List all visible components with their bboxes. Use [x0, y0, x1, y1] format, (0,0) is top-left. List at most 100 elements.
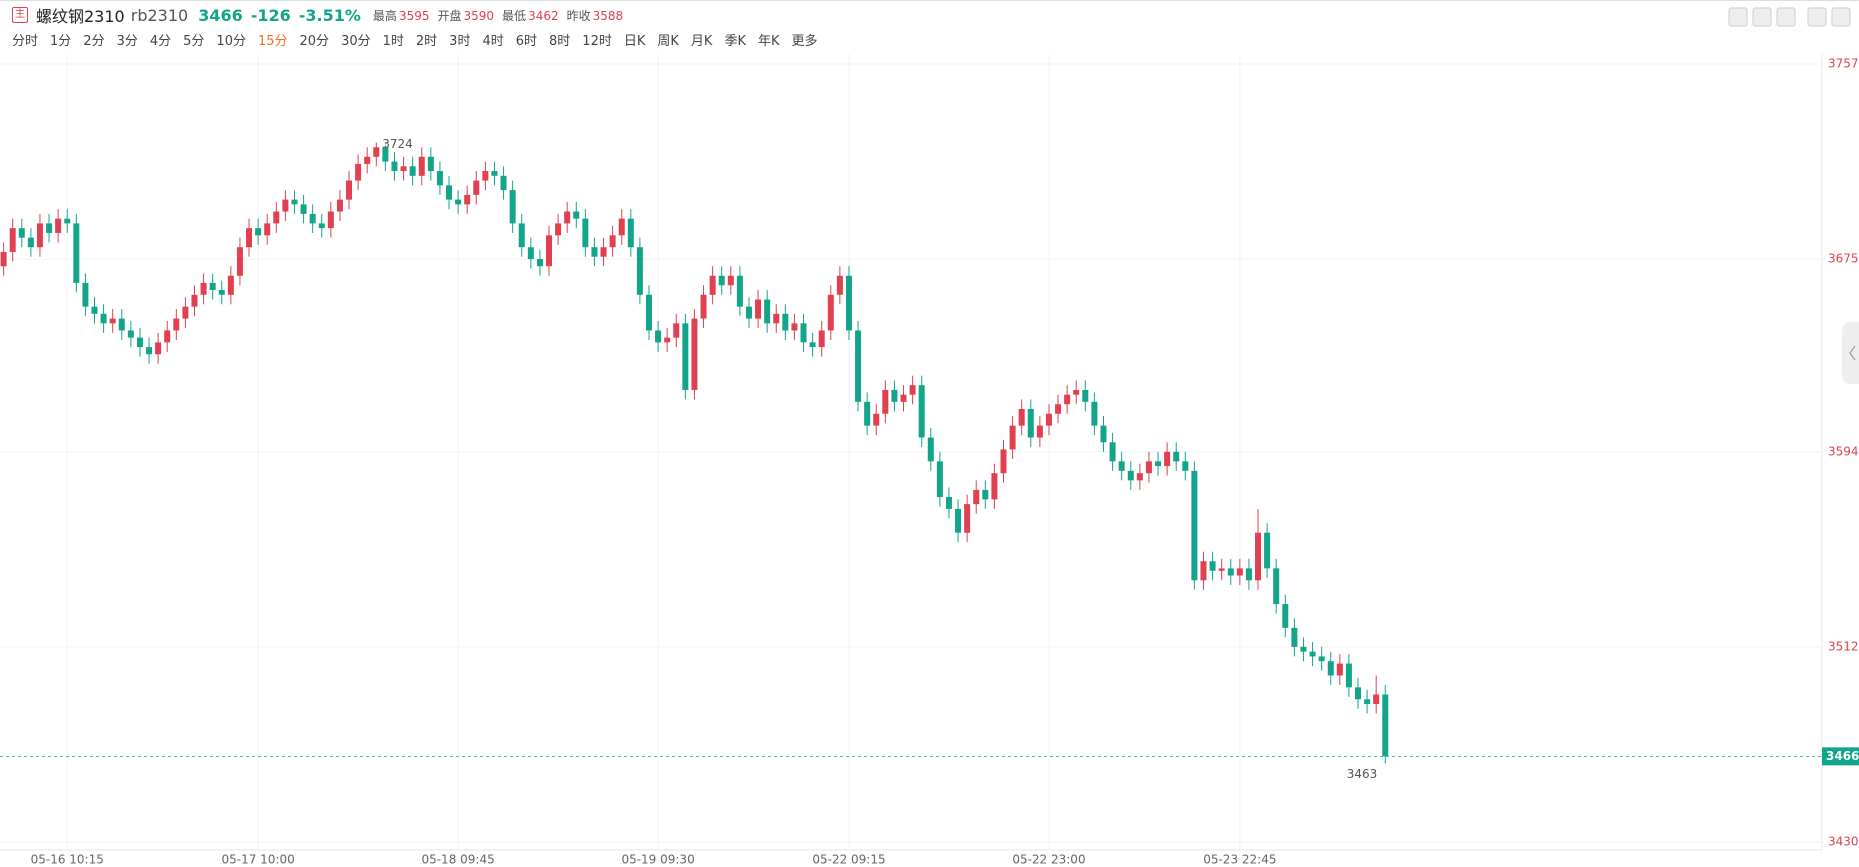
tool-button[interactable]: [1752, 7, 1772, 27]
candle-body: [991, 473, 998, 500]
candle-body: [927, 437, 934, 462]
candle-body: [282, 199, 289, 212]
stat: 开盘 3590: [437, 7, 494, 24]
period-tab[interactable]: 分时: [12, 34, 39, 49]
period-tab[interactable]: 更多: [791, 34, 818, 49]
candle-body: [791, 323, 798, 331]
candle-body: [1000, 449, 1007, 474]
period-tab[interactable]: 3时: [449, 34, 471, 49]
candle-body: [191, 294, 198, 307]
candle-body: [309, 213, 316, 224]
candle-body: [1118, 461, 1125, 471]
candle-body: [745, 306, 752, 319]
candle-body: [455, 199, 462, 205]
candle-body: [164, 330, 171, 343]
period-tab[interactable]: 1分: [50, 34, 72, 49]
stat-label: 最低: [502, 8, 527, 23]
period-tab[interactable]: 8时: [549, 34, 571, 49]
x-tick-label: 05-18 09:45: [421, 853, 494, 867]
stat-label: 开盘: [437, 8, 462, 23]
period-tab[interactable]: 20分: [299, 34, 330, 49]
period-tab[interactable]: 月K: [690, 34, 713, 49]
change: -126: [250, 5, 291, 25]
period-tab[interactable]: 2分: [83, 34, 105, 49]
candle-body: [55, 218, 62, 233]
period-tab[interactable]: 4时: [482, 34, 504, 49]
candle-body: [845, 275, 852, 331]
period-tab[interactable]: 年K: [757, 34, 780, 49]
period-tab[interactable]: 周K: [657, 34, 679, 49]
candle-body: [700, 294, 707, 319]
stat-value: 3462: [528, 8, 559, 23]
candle-body: [1155, 461, 1162, 467]
tool-button[interactable]: [1807, 7, 1827, 27]
candle-body: [291, 199, 298, 205]
period-tab[interactable]: 6时: [515, 34, 538, 49]
period-tab[interactable]: 4分: [149, 34, 172, 49]
candle-body: [9, 228, 16, 252]
x-tick-label: 05-22 23:00: [1012, 853, 1085, 867]
candle-body: [0, 251, 7, 267]
candle-body: [118, 318, 125, 331]
candle-body: [1309, 651, 1316, 657]
candle-body: [482, 171, 489, 181]
y-tick-label: 3430: [1828, 835, 1859, 849]
candle-body: [836, 275, 843, 295]
candle-body: [918, 385, 925, 438]
candle-body: [1373, 694, 1380, 705]
candle-body: [464, 194, 471, 205]
candle-body: [1036, 425, 1043, 438]
tool-button[interactable]: [1728, 7, 1748, 27]
period-tab[interactable]: 30分: [341, 34, 371, 49]
x-tick-label: 05-16 10:15: [31, 853, 104, 867]
candle-body: [500, 175, 507, 191]
candle-body: [855, 330, 862, 402]
toolbar: [1728, 7, 1851, 27]
candle-body: [1355, 687, 1362, 700]
candle-body: [64, 218, 71, 224]
candle-body: [582, 218, 589, 248]
candle-body: [1291, 627, 1298, 647]
tool-button[interactable]: [1831, 7, 1851, 27]
period-tab[interactable]: 季K: [724, 34, 746, 49]
candle-body: [446, 185, 453, 200]
candle-body: [136, 337, 143, 348]
candle-body: [546, 235, 552, 267]
stat-value: 3595: [398, 8, 430, 23]
period-tab[interactable]: 15分: [257, 34, 288, 49]
period-tab[interactable]: 日K: [623, 34, 646, 49]
candle-body: [273, 211, 280, 224]
min-label: 3463: [1347, 767, 1378, 781]
price: 3466: [198, 5, 243, 25]
candle-body: [364, 156, 371, 164]
stat-value: 3588: [592, 8, 624, 23]
candle-body: [709, 275, 716, 295]
candle-body: [173, 318, 180, 331]
period-tab[interactable]: 1时: [382, 34, 404, 49]
period-tab[interactable]: 2时: [415, 34, 438, 49]
candle-body: [155, 342, 162, 355]
candle-body: [300, 204, 307, 214]
candle-body: [127, 330, 134, 338]
period-tab[interactable]: 3分: [116, 34, 138, 49]
period-tab[interactable]: 12时: [582, 34, 612, 49]
x-tick-label: 05-17 10:00: [221, 853, 294, 867]
candle-body: [682, 323, 689, 390]
candle-body: [882, 389, 889, 414]
candle-body: [1045, 413, 1052, 426]
candle-body: [246, 228, 253, 248]
stat: 最低 3462: [502, 7, 559, 24]
candle-body: [809, 342, 816, 348]
candle-body: [1209, 561, 1216, 571]
candle-body: [909, 385, 916, 395]
code[interactable]: rb2310: [130, 5, 189, 25]
candle-body: [400, 166, 407, 172]
candle-body: [755, 299, 762, 319]
candle-body: [327, 211, 334, 229]
candle-body: [818, 330, 825, 348]
tool-button[interactable]: [1776, 7, 1796, 27]
period-tab[interactable]: 10分: [216, 34, 246, 49]
candle-body: [782, 313, 789, 331]
period-tab[interactable]: 5分: [183, 34, 205, 49]
